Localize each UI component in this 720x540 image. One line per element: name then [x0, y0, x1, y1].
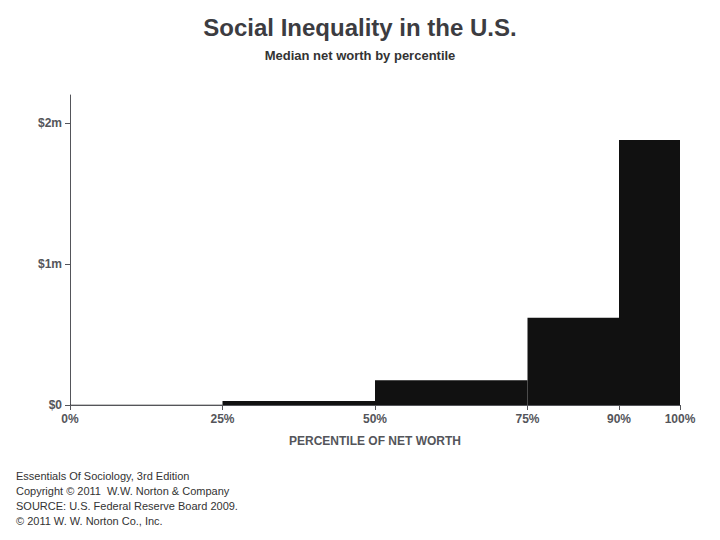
svg-text:Social Inequality in the U.S.: Social Inequality in the U.S. [203, 14, 516, 41]
svg-text:$2m: $2m [38, 116, 62, 130]
svg-text:75%: 75% [515, 412, 539, 426]
svg-text:PERCENTILE OF NET WORTH: PERCENTILE OF NET WORTH [289, 434, 461, 448]
svg-text:90%: 90% [607, 412, 631, 426]
svg-text:© 2011 W. W. Norton Co., Inc.: © 2011 W. W. Norton Co., Inc. [16, 515, 163, 527]
svg-text:Copyright © 2011 W.W. Norton: Copyright © 2011 W.W. Norton & Company [16, 485, 230, 497]
svg-text:50%: 50% [363, 412, 387, 426]
svg-text:0%: 0% [61, 412, 79, 426]
svg-text:25%: 25% [210, 412, 234, 426]
svg-text:100%: 100% [665, 412, 696, 426]
svg-text:SOURCE: U.S. Federal Reserve B: SOURCE: U.S. Federal Reserve Board 2009. [16, 500, 238, 512]
svg-text:$0: $0 [49, 398, 63, 412]
svg-text:Median net worth by percentile: Median net worth by percentile [265, 48, 456, 63]
svg-text:$1m: $1m [38, 257, 62, 271]
svg-text:Essentials Of Sociology, 3rd E: Essentials Of Sociology, 3rd Edition [16, 470, 189, 482]
